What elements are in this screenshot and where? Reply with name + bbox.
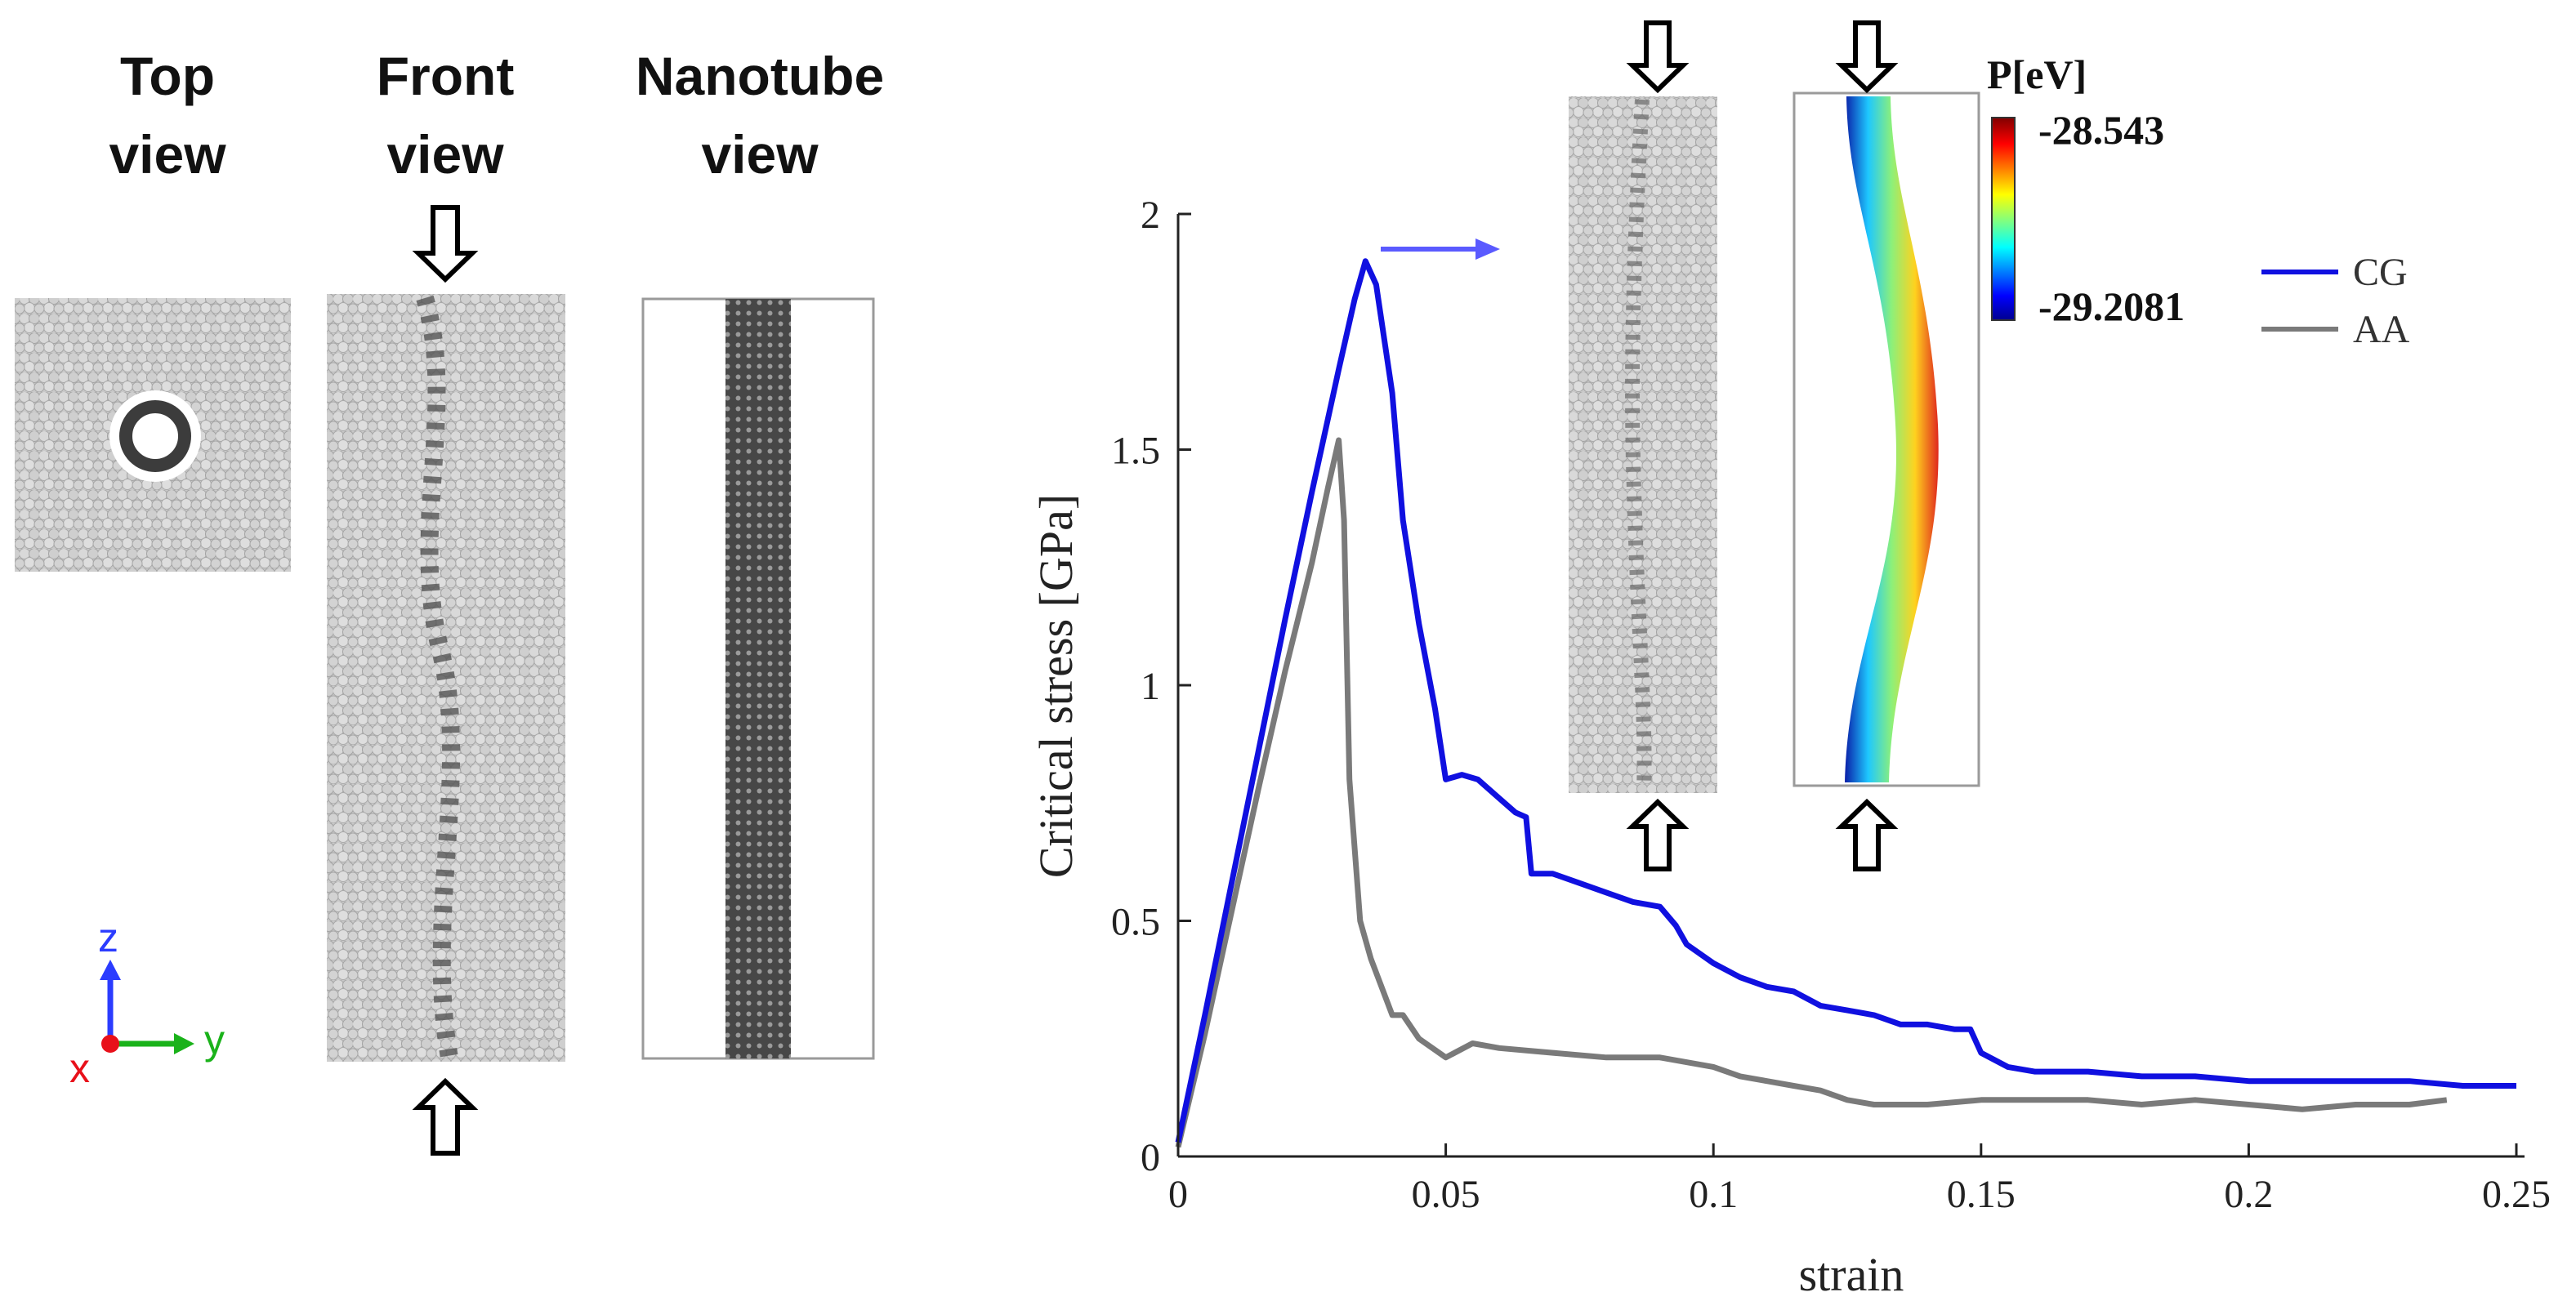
inset-bottom-load-arrow: [1626, 798, 1690, 871]
nanotube-view-title: Nanotube view: [635, 46, 885, 185]
colorbar-min-label: -29.2081: [2038, 283, 2185, 329]
x-axis-title: strain: [1799, 1248, 1904, 1301]
colorbar-max-label: -28.543: [2038, 107, 2164, 153]
legend-cg-label: CG: [2353, 251, 2408, 294]
y-axis-label: y: [204, 1017, 225, 1063]
front-view-bottom-load-arrow: [412, 1077, 479, 1156]
x-tick-label: 0.15: [1947, 1173, 2016, 1216]
inset-tube-top-load-arrow: [1835, 20, 1899, 94]
y-tick-label: 2: [1141, 194, 1160, 237]
x-axis-label: x: [69, 1045, 90, 1091]
y-tick-label: 1.5: [1111, 430, 1160, 473]
legend: CG AA: [2261, 251, 2410, 351]
top-view-title: Top view: [109, 46, 226, 185]
front-view-top-load-arrow: [412, 205, 479, 283]
nanotube-view-panel: [641, 297, 875, 1060]
y-tick-label: 1: [1141, 665, 1160, 708]
front-view-title: Front view: [376, 46, 515, 185]
z-axis-label: z: [98, 915, 118, 960]
x-tick-label: 0.25: [2482, 1173, 2551, 1216]
top-view-panel: [15, 298, 291, 572]
x-tick-label: 0.05: [1412, 1173, 1480, 1216]
x-tick-label: 0: [1168, 1173, 1188, 1216]
plot-ticks: 0 0.05 0.1 0.15 0.2 0.25 0 0.5 1 1.5 2: [1111, 194, 2551, 1216]
y-arrowhead-icon: [174, 1033, 194, 1054]
x-tick-label: 0.1: [1689, 1173, 1738, 1216]
z-arrowhead-icon: [100, 960, 121, 980]
colorbar-gradient: [1991, 117, 2016, 321]
inset-top-load-arrow: [1626, 20, 1690, 94]
colorbar: P[eV] -28.543 -29.2081: [1987, 51, 2185, 329]
x-tick-label: 0.2: [2224, 1173, 2273, 1216]
peak-arrowhead-icon: [1476, 238, 1500, 260]
nanotube-view-tube: [725, 299, 791, 1058]
axes-triad: z y x: [69, 915, 225, 1091]
x-axis-dot: [101, 1035, 119, 1053]
stress-strain-chart: 0 0.05 0.1 0.15 0.2 0.25 0 0.5 1 1.5 2 strain Crit…: [1029, 194, 2551, 1301]
series-line-aa: [1175, 437, 2448, 1148]
series-line-cg: [1175, 258, 2516, 1143]
plot-series: [1175, 258, 2516, 1148]
y-tick-label: 0: [1141, 1136, 1160, 1179]
y-tick-label: 0.5: [1111, 901, 1160, 944]
legend-aa-label: AA: [2353, 308, 2410, 351]
inset-tube-bottom-load-arrow: [1835, 798, 1899, 871]
inset-colored-nanotube: [1792, 20, 1980, 871]
peak-arrow: [1381, 238, 1500, 260]
colorbar-title: P[eV]: [1987, 51, 2087, 97]
front-view-embedded-tube: [416, 295, 461, 1059]
y-axis-title: Critical stress [GPa]: [1029, 494, 1083, 878]
inset-deformed-front-view: [1569, 20, 1717, 871]
front-view-panel: [327, 205, 565, 1156]
inset-tube-body: [1845, 96, 1939, 782]
top-view-nanotube-ring: [119, 400, 191, 472]
